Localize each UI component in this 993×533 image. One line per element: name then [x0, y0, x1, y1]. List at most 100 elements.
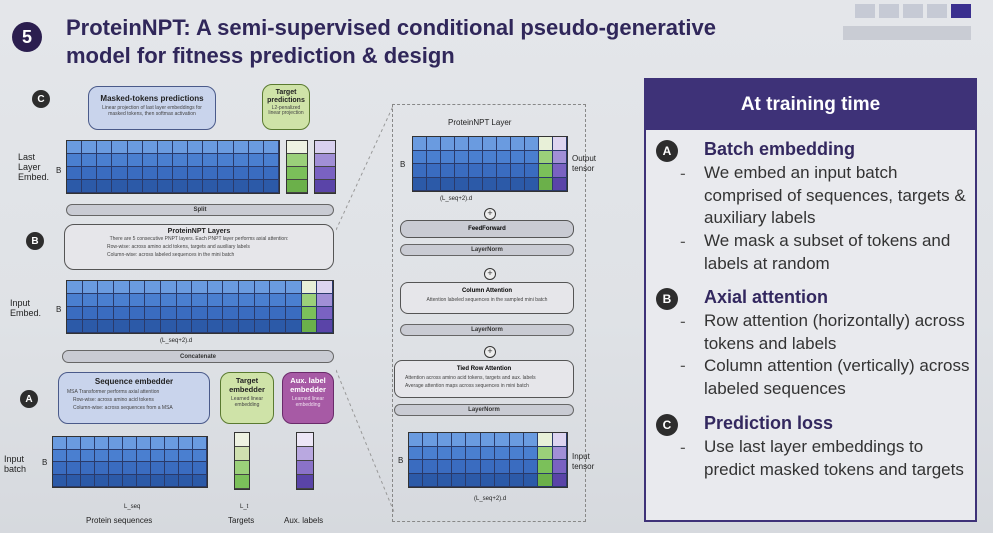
input-tensor-grid: [408, 432, 568, 488]
bullet-text: Row attention (horizontally) across toke…: [704, 311, 965, 353]
badge-a: A: [20, 390, 38, 408]
slide-nav-tabs: [855, 4, 971, 18]
tensor-cell: [137, 437, 151, 450]
tensor-cell: [469, 150, 483, 164]
tensor-cell: [67, 462, 81, 475]
tensor-cell: [539, 177, 553, 191]
tensor-cell: [509, 446, 524, 460]
tensor-cell: [179, 462, 193, 475]
tensor-cell: [165, 449, 179, 462]
tensor-cell: [192, 294, 208, 307]
tensor-cell: [98, 281, 114, 294]
tensor-cell: [81, 437, 95, 450]
tensor-cell: [218, 154, 234, 167]
tensor-cell: [145, 320, 161, 333]
tensor-cell: [82, 167, 98, 180]
tensor-cell: [286, 294, 302, 307]
tensor-cell: [127, 154, 143, 167]
tensor-cell: [466, 473, 481, 487]
tensor-cell: [509, 473, 524, 487]
tensor-cell: [173, 141, 189, 154]
tensor-cell: [109, 449, 123, 462]
tensor-cell: [82, 281, 99, 294]
tensor-cell: [538, 473, 553, 487]
target-predictions-desc: L2-penalized linear projection: [268, 105, 304, 116]
tensor-cell: [553, 164, 567, 178]
training-time-panel: At training time A Batch embedding - We …: [644, 78, 977, 522]
tensor-cell: [173, 167, 189, 180]
tensor-cell: [413, 150, 427, 164]
tensor-cell: [509, 460, 524, 474]
tensor-cell: [427, 150, 441, 164]
seq-embedder-row: Row-wise: across amino acid tokens: [73, 397, 154, 403]
tensor-cell: [67, 307, 83, 320]
tensor-cell: [301, 307, 318, 320]
zoom-connector-lines: [336, 103, 395, 513]
aux-label-embedder-box: Aux. label embedder Learned linear embed…: [282, 372, 334, 424]
tensor-cell: [193, 437, 207, 450]
tensor-cell: [129, 320, 146, 333]
residual-add-icon: +: [484, 346, 496, 358]
tensor-cell: [207, 281, 224, 294]
tensor-cell: [67, 294, 83, 307]
tensor-cell: [469, 177, 483, 191]
tensor-cell: [109, 462, 123, 475]
concatenate-bar: Concatenate: [62, 350, 334, 363]
tensor-cell: [127, 167, 143, 180]
tied-row-desc-1: Attention across amino acid tokens, targ…: [405, 375, 536, 381]
tensor-cell: [223, 307, 240, 320]
tensor-cell: [113, 320, 130, 333]
tensor-cell: [137, 474, 151, 487]
tensor-cell: [81, 449, 95, 462]
tensor-cell: [112, 167, 128, 180]
tensor-cell: [142, 141, 158, 154]
tensor-cell: [248, 154, 264, 167]
tensor-cell: [552, 433, 567, 447]
tensor-cell: [151, 449, 165, 462]
tensor-cell: [95, 449, 109, 462]
tensor-cell: [82, 320, 99, 333]
residual-add-icon: +: [484, 268, 496, 280]
tensor-cell: [176, 307, 193, 320]
target-embedder-box: Target embedder Learned linear embedding: [220, 372, 274, 424]
bullet-dash: -: [680, 312, 686, 331]
tensor-cell: [203, 180, 219, 193]
bullet-text: Column attention (vertically) across lab…: [704, 356, 970, 398]
tensor-cell: [165, 462, 179, 475]
layer-b-label: B: [400, 160, 406, 169]
target-predictions-title: Target predictions: [267, 89, 305, 104]
tensor-cell: [165, 474, 179, 487]
tensor-cell: [160, 320, 177, 333]
seq-embedder-col: Column-wise: across sequences from a MSA: [73, 405, 173, 411]
tensor-cell: [552, 460, 567, 474]
tensor-cell: [452, 433, 467, 447]
tensor-cell: [192, 307, 208, 320]
tensor-cell: [160, 294, 177, 307]
tensor-cell: [129, 294, 146, 307]
tensor-cell: [317, 294, 333, 307]
tensor-cell: [254, 281, 271, 294]
tensor-cell: [127, 141, 143, 154]
nav-tab: [879, 4, 899, 18]
bullet-text: We embed an input batch comprised of seq…: [704, 163, 966, 227]
tensor-cell: [218, 167, 234, 180]
tensor-cell: [188, 180, 204, 193]
input-aux-column: [296, 432, 314, 490]
tensor-cell: [67, 320, 83, 333]
panel-header: At training time: [646, 80, 975, 130]
tensor-cell: [223, 320, 240, 333]
section-badge-b: B: [656, 288, 678, 310]
tensor-cell: [254, 307, 271, 320]
tensor-cell: [466, 446, 481, 460]
tensor-cell: [203, 141, 219, 154]
tensor-cell: [179, 437, 193, 450]
tensor-cell: [423, 433, 438, 447]
tensor-cell: [173, 180, 189, 193]
tensor-cell: [469, 164, 483, 178]
tensor-cell: [218, 141, 234, 154]
layernorm-bar-3: LayerNorm: [394, 404, 574, 416]
dim-label: (L_seq+2).d: [160, 338, 193, 344]
tensor-cell: [441, 177, 455, 191]
tensor-cell: [81, 474, 95, 487]
aux-labels-label: Aux. labels: [284, 516, 324, 525]
